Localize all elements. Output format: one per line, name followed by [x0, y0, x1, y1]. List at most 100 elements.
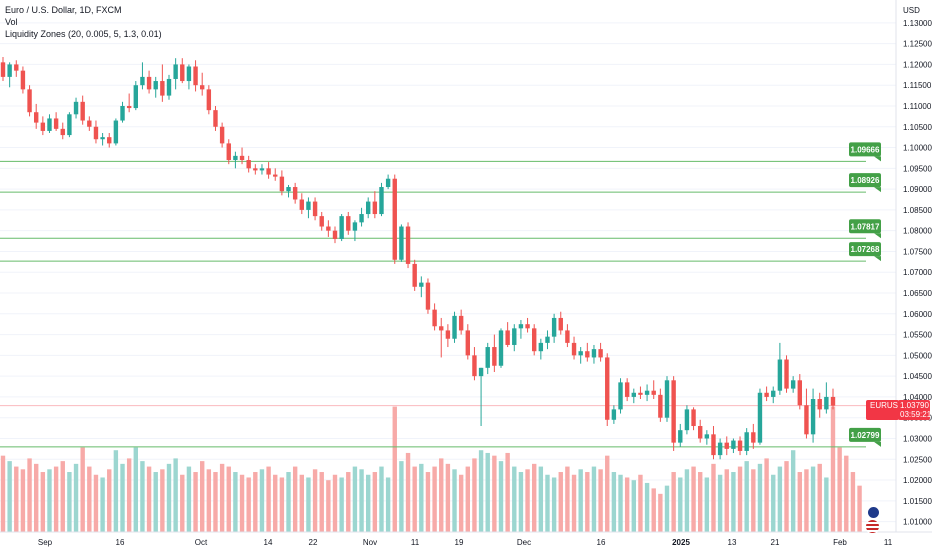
candle-body: [233, 155, 238, 161]
liquidity-zones-indicator-label[interactable]: Liquidity Zones (20, 0.005, 5, 1.3, 0.01…: [5, 29, 162, 39]
volume-bar: [850, 472, 856, 532]
volume-bar: [126, 458, 132, 532]
candle: [731, 438, 736, 454]
x-tick-label: 16: [116, 538, 125, 547]
liquidity-zone-tag: 1.07817: [849, 219, 881, 239]
candle: [166, 74, 172, 100]
candle-body: [704, 434, 710, 439]
candle: [412, 259, 417, 291]
x-tick-label: 14: [264, 538, 273, 547]
candle: [140, 62, 145, 90]
volume-bar: [804, 469, 809, 532]
y-tick-label: 1.09500: [903, 164, 932, 173]
volume-bar: [73, 463, 79, 532]
volume-bar: [286, 472, 291, 532]
volume-bar: [352, 466, 358, 532]
y-tick-label: 1.10000: [903, 144, 932, 153]
candle: [797, 374, 802, 410]
volume-bar: [133, 447, 138, 532]
candle-body: [631, 392, 636, 397]
candle-body: [306, 201, 311, 210]
candle: [160, 64, 165, 102]
candle-body: [797, 380, 802, 406]
candle-body: [385, 178, 391, 188]
candle: [399, 224, 404, 262]
candle: [332, 226, 338, 244]
volume-bar: [538, 466, 544, 532]
price-axis[interactable]: 1.13000 1.12500 1.12000 1.11500 1.11000 1.105…: [903, 19, 932, 527]
candle-body: [678, 430, 683, 443]
candle-body: [724, 442, 729, 449]
candle: [458, 309, 464, 335]
candle: [678, 423, 683, 447]
volume-bar: [239, 474, 245, 532]
candle: [206, 85, 212, 115]
candle: [120, 101, 125, 123]
volume-bar: [206, 469, 212, 532]
volume-bar: [744, 461, 749, 532]
candle-body: [200, 85, 205, 90]
candle: [405, 222, 411, 269]
candle: [598, 342, 603, 362]
volume-bar: [611, 472, 617, 532]
candle: [711, 426, 716, 460]
candle-body: [27, 89, 32, 113]
candle-body: [784, 359, 789, 389]
candle-body: [193, 66, 198, 86]
volume-bar: [419, 463, 424, 532]
current-price-value: 1.03790: [900, 401, 929, 410]
candle-body: [219, 126, 225, 144]
volume-indicator-label[interactable]: Vol: [5, 17, 18, 27]
candle-body: [339, 216, 344, 239]
candle-body: [817, 399, 822, 410]
candle: [87, 116, 92, 131]
candle: [246, 155, 251, 173]
volume-bar: [14, 466, 19, 532]
x-tick-label: 22: [309, 538, 318, 547]
candle: [824, 382, 829, 414]
symbol-title[interactable]: Euro / U.S. Dollar, 1D, FXCM: [5, 5, 122, 15]
candle-body: [664, 380, 670, 418]
candle: [40, 116, 46, 136]
candle-body: [319, 216, 324, 227]
candle: [724, 436, 729, 456]
volume-bar: [40, 472, 46, 532]
candle-body: [67, 114, 72, 136]
candle: [605, 353, 610, 427]
candle: [578, 347, 583, 364]
candle: [239, 147, 245, 165]
candle-body: [810, 399, 816, 435]
candle-body: [618, 382, 623, 410]
candle-body: [412, 263, 417, 287]
volume-bar: [704, 477, 710, 532]
candle: [830, 388, 836, 410]
volume-bar: [60, 461, 65, 532]
volume-bar: [724, 469, 729, 532]
x-tick-label: Feb: [833, 538, 847, 547]
candle-body: [465, 330, 470, 356]
candle-body: [160, 81, 165, 96]
candle-body: [352, 222, 358, 231]
candle: [133, 81, 138, 111]
zone-tag-bg: [849, 427, 881, 442]
candle-body: [392, 178, 397, 260]
candle: [571, 336, 577, 360]
candle-body: [47, 118, 52, 131]
candle: [60, 122, 65, 140]
candle: [771, 386, 776, 404]
candle: [485, 342, 490, 375]
volume-bar: [259, 469, 265, 532]
candle: [219, 122, 225, 148]
candle: [452, 311, 457, 343]
volume-bar: [585, 472, 590, 532]
volume-bar: [312, 469, 318, 532]
volume-bar: [412, 466, 417, 532]
time-axis[interactable]: Sep 16 Oct 14 22 Nov 11 19 Dec 16 2025 13 21 Feb 11: [38, 538, 893, 547]
candle: [432, 303, 437, 331]
volume-bar: [638, 474, 643, 532]
volume-bar: [246, 477, 251, 532]
candle: [126, 93, 132, 113]
candle-body: [830, 396, 836, 406]
candle-body: [698, 426, 703, 439]
